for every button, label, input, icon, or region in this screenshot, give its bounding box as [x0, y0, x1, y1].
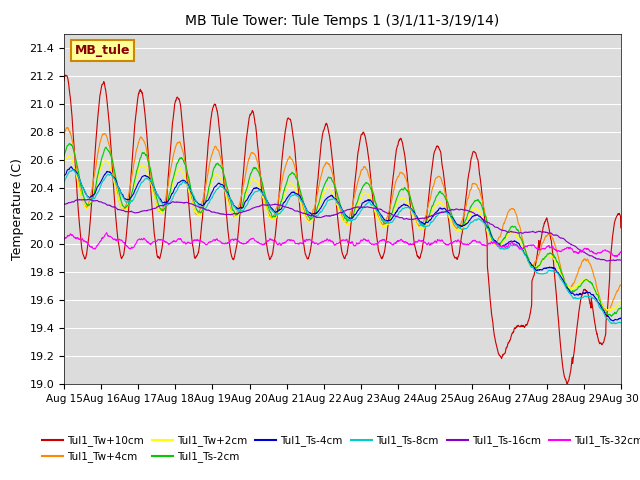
Tul1_Ts-8cm	[617, 320, 625, 325]
Tul1_Tw+2cm	[607, 308, 615, 313]
Tul1_Ts-2cm	[617, 305, 625, 311]
Tul1_Tw+2cm	[601, 305, 609, 311]
Line: Tul1_Tw+2cm: Tul1_Tw+2cm	[64, 156, 621, 311]
Tul1_Tw+10cm	[617, 225, 625, 231]
Tul1_Ts-16cm	[601, 257, 609, 263]
Tul1_Ts-32cm	[88, 245, 96, 251]
Tul1_Ts-4cm	[316, 206, 324, 212]
Tul1_Tw+10cm	[601, 334, 609, 340]
Tul1_Ts-16cm	[60, 202, 68, 207]
Tul1_Tw+4cm	[499, 224, 506, 230]
Tul1_Tw+4cm	[601, 306, 609, 312]
Tul1_Ts-4cm	[499, 243, 506, 249]
Tul1_Ts-32cm	[617, 249, 625, 255]
Tul1_Ts-4cm	[331, 195, 339, 201]
Tul1_Ts-32cm	[613, 253, 621, 259]
Tul1_Tw+4cm	[60, 132, 68, 137]
Tul1_Ts-2cm	[499, 237, 506, 243]
Tul1_Ts-16cm	[89, 198, 97, 204]
Tul1_Tw+10cm	[316, 150, 324, 156]
Tul1_Ts-2cm	[601, 309, 609, 315]
Line: Tul1_Ts-16cm: Tul1_Ts-16cm	[64, 199, 621, 261]
Tul1_Tw+4cm	[63, 125, 71, 131]
Tul1_Tw+4cm	[89, 181, 97, 187]
Tul1_Ts-2cm	[601, 309, 609, 315]
Tul1_Tw+2cm	[617, 300, 625, 306]
Tul1_Ts-16cm	[603, 258, 611, 264]
Tul1_Ts-4cm	[89, 193, 97, 199]
Tul1_Ts-16cm	[499, 228, 506, 233]
Legend: Tul1_Tw+10cm, Tul1_Tw+4cm, Tul1_Tw+2cm, Tul1_Ts-2cm, Tul1_Ts-4cm, Tul1_Ts-8cm, T: Tul1_Tw+10cm, Tul1_Tw+4cm, Tul1_Tw+2cm, …	[38, 431, 640, 467]
Tul1_Ts-4cm	[617, 315, 625, 321]
Tul1_Tw+2cm	[316, 199, 324, 204]
Tul1_Ts-8cm	[601, 312, 609, 318]
Tul1_Tw+10cm	[61, 72, 69, 78]
Tul1_Ts-8cm	[601, 313, 609, 319]
Tul1_Ts-4cm	[60, 173, 68, 179]
Line: Tul1_Tw+10cm: Tul1_Tw+10cm	[64, 75, 621, 384]
Tul1_Tw+2cm	[60, 159, 68, 165]
Tul1_Tw+4cm	[331, 182, 339, 188]
Tul1_Ts-16cm	[316, 215, 324, 220]
Line: Tul1_Ts-2cm: Tul1_Ts-2cm	[64, 144, 621, 316]
Tul1_Tw+2cm	[331, 195, 339, 201]
Tul1_Ts-8cm	[316, 210, 324, 216]
Tul1_Ts-8cm	[89, 196, 97, 202]
Tul1_Tw+2cm	[65, 153, 72, 159]
Tul1_Tw+4cm	[602, 308, 610, 313]
Tul1_Ts-4cm	[601, 311, 609, 316]
Tul1_Ts-8cm	[69, 167, 77, 173]
Tul1_Tw+2cm	[89, 195, 97, 201]
Tul1_Tw+2cm	[499, 240, 506, 245]
Tul1_Ts-16cm	[617, 257, 625, 263]
Tul1_Tw+2cm	[601, 305, 609, 311]
Tul1_Ts-32cm	[60, 237, 68, 243]
Tul1_Ts-2cm	[60, 153, 68, 159]
Tul1_Ts-2cm	[316, 195, 324, 201]
Tul1_Ts-32cm	[316, 240, 324, 246]
Tul1_Ts-4cm	[610, 318, 618, 324]
Tul1_Ts-8cm	[499, 246, 506, 252]
Tul1_Ts-16cm	[331, 212, 339, 218]
Tul1_Ts-32cm	[331, 242, 339, 248]
Tul1_Ts-4cm	[67, 164, 75, 169]
Tul1_Ts-32cm	[601, 247, 609, 253]
Tul1_Ts-16cm	[601, 257, 609, 263]
Tul1_Ts-2cm	[607, 313, 615, 319]
Tul1_Tw+10cm	[331, 184, 339, 190]
Line: Tul1_Ts-4cm: Tul1_Ts-4cm	[64, 167, 621, 321]
Line: Tul1_Ts-8cm: Tul1_Ts-8cm	[64, 170, 621, 324]
Tul1_Ts-32cm	[499, 244, 506, 250]
Tul1_Tw+10cm	[499, 352, 506, 358]
Tul1_Tw+10cm	[60, 78, 68, 84]
Tul1_Ts-4cm	[601, 310, 609, 315]
Tul1_Ts-8cm	[60, 179, 68, 185]
Tul1_Tw+10cm	[602, 333, 609, 339]
Y-axis label: Temperature (C): Temperature (C)	[11, 158, 24, 260]
Tul1_Ts-32cm	[601, 247, 609, 253]
Tul1_Tw+4cm	[316, 176, 324, 182]
Tul1_Tw+4cm	[601, 306, 609, 312]
Tul1_Tw+4cm	[617, 282, 625, 288]
Tul1_Ts-16cm	[86, 196, 93, 202]
Tul1_Ts-8cm	[611, 321, 619, 326]
Tul1_Ts-2cm	[89, 195, 97, 201]
Tul1_Tw+10cm	[563, 381, 571, 387]
Title: MB Tule Tower: Tule Temps 1 (3/1/11-3/19/14): MB Tule Tower: Tule Temps 1 (3/1/11-3/19…	[185, 14, 500, 28]
Tul1_Ts-2cm	[331, 185, 339, 191]
Line: Tul1_Ts-32cm: Tul1_Ts-32cm	[64, 233, 621, 256]
Text: MB_tule: MB_tule	[75, 44, 131, 57]
Tul1_Ts-32cm	[103, 230, 111, 236]
Line: Tul1_Tw+4cm: Tul1_Tw+4cm	[64, 128, 621, 311]
Tul1_Ts-2cm	[66, 141, 74, 146]
Tul1_Tw+10cm	[89, 187, 97, 192]
Tul1_Ts-8cm	[331, 197, 339, 203]
